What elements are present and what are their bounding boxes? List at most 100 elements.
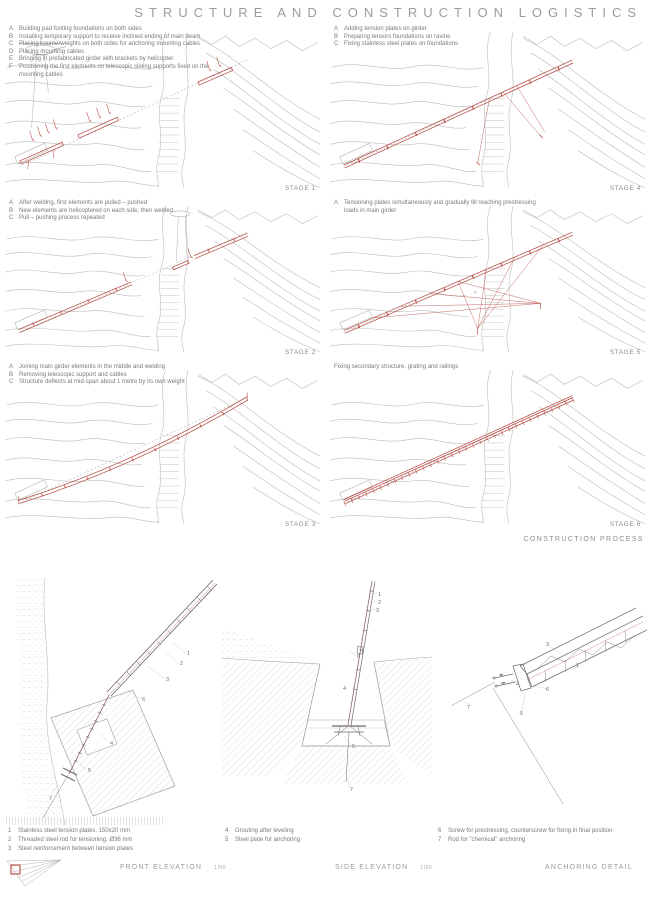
excavation-pit (222, 657, 432, 784)
legend-number: 3 (8, 845, 12, 852)
stage-2-legend: A After welding, first elements are pulle… (9, 200, 173, 223)
legend-item: B Preparing tensors foundations on ravine (334, 34, 458, 42)
anchor-legend: 6 Screw for prestressing, counterscrew fo… (438, 827, 643, 845)
legend-key: C (9, 215, 14, 222)
stage-2-label: STAGE 2 (284, 349, 316, 356)
stage-5-legend: A Tensioning plates simultaneously and gr… (334, 200, 546, 215)
legend-number: 4 (225, 828, 229, 834)
legend-key: A (9, 364, 14, 370)
anchoring-detail-drawing: 3 1 2 6 5 7 (450, 607, 647, 805)
legend-text: Positioning the first elements on telesc… (19, 63, 209, 78)
legend-text: Stainless steel tension plates. 150x20 m… (18, 828, 131, 834)
stage-1-legend: A Building pad footing foundations on bot… (9, 26, 231, 79)
legend-item: 6 Screw for prestressing, counterscrew fo… (438, 827, 643, 836)
legend-text: Bringing in prefabricated girder with br… (19, 56, 174, 63)
stage-3-label: STAGE 3 (284, 521, 316, 528)
legend-text: Structure deflects at mid-span about 1 m… (19, 379, 185, 386)
callout-number: 2 (180, 661, 183, 667)
legend-item: 7 Rod for "chemical" anchoring (438, 836, 643, 845)
legend-text: Placing counterweights on both sides for… (19, 41, 201, 48)
legend-key: B (9, 33, 14, 40)
legend-number: 1 (8, 828, 12, 834)
front-legend: 1 Stainless steel tension plates. 150x20 … (8, 827, 208, 853)
legend-item: A Building pad footing foundations on bot… (9, 26, 231, 34)
legend-text: Steel plate for anchoring (235, 836, 301, 843)
girder-with-tension-plates (343, 59, 574, 169)
girder-segments (19, 56, 234, 170)
legend-text: Preparing tensors foundations on ravine (344, 33, 451, 40)
callout-number: 2 (378, 600, 381, 606)
callout-number: 7 (49, 796, 52, 802)
anchor-assembly (325, 725, 373, 783)
legend-item: C Placing counterweights on both sides fo… (9, 41, 231, 49)
legend-key: A (334, 200, 339, 206)
inclined-girder (106, 579, 217, 697)
legend-text: Grouting after leveling (235, 828, 294, 834)
leader-lines (343, 592, 378, 788)
legend-item: A After welding, first elements are pulle… (9, 200, 173, 208)
tension-rod (347, 580, 376, 726)
box-girder-isometric (512, 607, 647, 692)
stage-2-drawing (5, 206, 320, 352)
legend-item: B New elements are helicoptered on each s… (9, 208, 173, 216)
legend-text: Steel reinforcement between tension plat… (18, 845, 134, 852)
callout-number: 6 (357, 654, 360, 660)
helicopter-icon (18, 40, 67, 128)
soil-stipple (222, 628, 320, 662)
callout-number: 1 (576, 663, 579, 669)
legend-number: 6 (438, 828, 442, 834)
callout-number: 1 (187, 651, 190, 657)
legend-number: 2 (8, 836, 12, 843)
callout-number: 3 (546, 642, 549, 648)
stage-3-legend: A Joining main girder elements in the mid… (9, 364, 185, 387)
concrete-block (50, 689, 176, 817)
callout-number: 2 (516, 681, 519, 687)
callout-number: 6 (142, 697, 145, 703)
side-elevation-drawing: 1 2 3 6 4 5 7 (222, 580, 432, 793)
legend-key: C (9, 41, 14, 48)
front-elevation-drawing: 1 2 3 6 4 5 7 (5, 578, 217, 825)
side-legend: 4 Grouting after leveling 5 Steel plate fo… (225, 827, 420, 845)
legend-key: B (9, 371, 14, 378)
tension-rod (42, 694, 110, 819)
legend-key: A (9, 200, 14, 206)
leader-lines (464, 645, 580, 712)
key-plan-highlight (10, 864, 21, 875)
legend-key: A (334, 26, 339, 32)
construction-process-label: CONSTRUCTION PROCESS (523, 536, 644, 543)
legend-item: A Tensioning plates simultaneously and gr… (334, 200, 546, 215)
legend-text: Pull – pushing process repeated (19, 215, 105, 222)
stage-1-panel: A Building pad footing foundations on bot… (5, 24, 320, 192)
callout-number: 7 (467, 705, 470, 711)
key-plan (6, 859, 62, 887)
legend-item: C Structure deflects at mid-span about 1 … (9, 379, 185, 387)
sheet-title: STRUCTURE AND CONSTRUCTION LOGISTICS (134, 5, 642, 20)
ground-lines (222, 656, 432, 665)
legend-item: C Fixing stainless steel plates on founda… (334, 41, 458, 49)
legend-key: B (334, 33, 339, 40)
callout-number: 7 (350, 787, 353, 793)
stage-1-label: STAGE 1 (284, 185, 316, 192)
callout-number: 3 (376, 608, 379, 614)
callout-number: 5 (352, 744, 355, 750)
legend-text: Adding tension plates on girder (344, 26, 427, 32)
legend-item: 2 Threaded steel rod for tensioning. Ø36 … (8, 836, 208, 845)
joined-girder-deflected (18, 392, 249, 505)
legend-number: 7 (438, 836, 442, 843)
anchor-rods (450, 681, 564, 805)
stage-5-label: STAGE 5 (609, 349, 641, 356)
stage-6-legend: Fixing secondary structure, grating and … (334, 364, 458, 372)
legend-item: E Bringing in prefabricated girder with b… (9, 56, 231, 64)
stage-3-drawing (5, 370, 320, 524)
legend-key: E (9, 56, 14, 63)
legend-text: Rod for "chemical" anchoring (448, 836, 526, 843)
callout-number: 1 (378, 592, 381, 598)
legend-text: Removing telescopic support and cables (19, 371, 127, 378)
stage-3-panel: A Joining main girder elements in the mid… (5, 362, 320, 528)
legend-item: 5 Steel plate for anchoring (225, 836, 420, 845)
drawing-title-text: SIDE ELEVATION (335, 864, 409, 871)
legend-item: A Joining main girder elements in the mid… (9, 364, 185, 372)
legend-number: 5 (225, 836, 229, 843)
drawing-scale: 1I50 (214, 865, 226, 871)
